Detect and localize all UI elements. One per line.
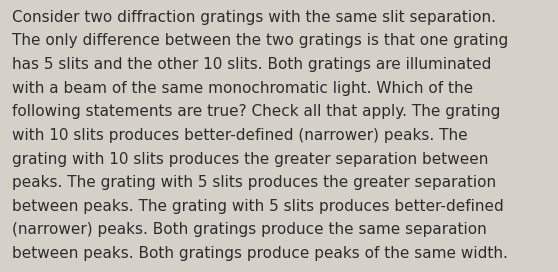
Text: with a beam of the same monochromatic light. Which of the: with a beam of the same monochromatic li… (12, 81, 473, 95)
Text: between peaks. The grating with 5 slits produces better-defined: between peaks. The grating with 5 slits … (12, 199, 504, 214)
Text: has 5 slits and the other 10 slits. Both gratings are illuminated: has 5 slits and the other 10 slits. Both… (12, 57, 492, 72)
Text: between peaks. Both gratings produce peaks of the same width.: between peaks. Both gratings produce pea… (12, 246, 508, 261)
Text: with 10 slits produces better-defined (narrower) peaks. The: with 10 slits produces better-defined (n… (12, 128, 468, 143)
Text: The only difference between the two gratings is that one grating: The only difference between the two grat… (12, 33, 508, 48)
Text: Consider two diffraction gratings with the same slit separation.: Consider two diffraction gratings with t… (12, 10, 496, 24)
Text: peaks. The grating with 5 slits produces the greater separation: peaks. The grating with 5 slits produces… (12, 175, 497, 190)
Text: following statements are true? Check all that apply. The grating: following statements are true? Check all… (12, 104, 501, 119)
Text: (narrower) peaks. Both gratings produce the same separation: (narrower) peaks. Both gratings produce … (12, 222, 487, 237)
Text: grating with 10 slits produces the greater separation between: grating with 10 slits produces the great… (12, 152, 489, 166)
